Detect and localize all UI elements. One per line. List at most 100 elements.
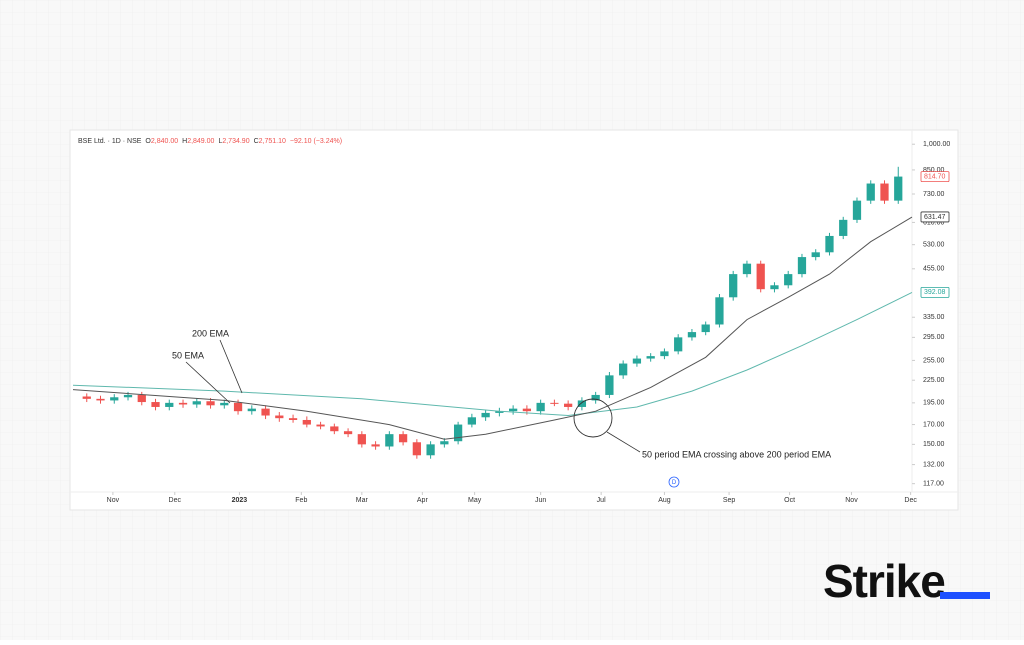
x-tick-label: Dec	[904, 497, 917, 504]
candle-body	[742, 263, 752, 275]
price-tag-label: 392.08	[924, 289, 946, 296]
candle-body	[453, 424, 463, 442]
y-tick-label: 1,000.00	[923, 141, 950, 148]
y-tick-label: 132.00	[923, 461, 945, 468]
candle-body	[192, 401, 201, 405]
candle-body	[302, 419, 311, 425]
x-tick-label: Jul	[597, 497, 606, 504]
y-tick-label: 255.00	[923, 357, 945, 364]
y-tick-label: 730.00	[923, 191, 945, 198]
candle-body	[632, 358, 642, 364]
candle-body	[522, 408, 532, 412]
candle-body	[839, 219, 848, 236]
header-value: 2,840.00	[151, 138, 178, 145]
y-tick-label: 117.00	[923, 481, 944, 488]
candle-body	[550, 402, 559, 404]
candle-body	[96, 398, 105, 401]
candle-body	[495, 411, 504, 413]
x-tick-label: Feb	[295, 497, 307, 504]
ema200-arrow	[219, 339, 243, 394]
header-key: O	[145, 138, 151, 145]
candle-body	[701, 324, 710, 333]
y-tick-label: 225.00	[923, 377, 945, 384]
crossing-arrow	[606, 431, 641, 453]
ema50-arrow	[185, 361, 231, 404]
header-key: L	[218, 138, 222, 145]
candle-body	[357, 434, 366, 445]
candle-body	[82, 396, 91, 399]
price-tag	[920, 211, 950, 223]
candle-body	[481, 412, 490, 418]
candle-body	[398, 434, 408, 443]
candle-body	[151, 402, 160, 407]
y-tick-label: 195.00	[923, 400, 945, 407]
header-symbol: BSE Ltd. · 1D · NSE	[78, 138, 142, 145]
plot: 1,000.00 850.00 730.00 610.00 530.00 455.00 33…	[72, 141, 950, 504]
candle-body	[233, 402, 243, 412]
candle-body	[123, 394, 133, 398]
candle-body	[440, 441, 449, 445]
candle-body	[247, 408, 256, 412]
candle-body	[261, 408, 270, 416]
crossing-circle	[573, 398, 613, 438]
price-tag-label: 814.70	[924, 173, 946, 180]
candle-body	[509, 408, 518, 412]
candle-body	[866, 183, 875, 201]
header-value: 2,734.90	[222, 138, 249, 145]
price-tag-label: 631.47	[924, 214, 946, 221]
candle-body	[536, 402, 545, 412]
badge	[668, 476, 680, 488]
ema200-annotation: 200 EMA	[192, 328, 229, 338]
header-change: −92.10 (−3.24%)	[290, 138, 342, 145]
y-tick-label: 610.00	[923, 219, 945, 226]
candle-body	[715, 297, 724, 325]
price-tag	[920, 171, 950, 183]
x-tick-label: Mar	[356, 497, 369, 504]
header-value: 2,751.10	[259, 138, 286, 145]
candle-body	[385, 434, 394, 447]
y-tick-label: 850.00	[923, 167, 945, 174]
candle-body	[110, 397, 119, 401]
x-tick-label: Apr	[417, 497, 429, 504]
y-tick-label: 150.00	[923, 441, 945, 448]
x-tick-label: 2023	[232, 497, 248, 504]
ema-line	[72, 216, 913, 440]
candle-body	[852, 200, 862, 220]
candle-body	[288, 418, 298, 420]
candle-body	[165, 402, 174, 407]
candle-body	[275, 415, 284, 419]
candle-body	[137, 394, 146, 403]
crossing-annotation: 50 period EMA crossing above 200 period …	[642, 449, 831, 459]
ema-line	[72, 291, 913, 417]
candle-body	[591, 394, 600, 401]
y-tick-label: 170.00	[923, 421, 945, 428]
candle-body	[825, 235, 834, 253]
x-tick-label: Dec	[169, 497, 182, 504]
candle-body	[220, 402, 229, 406]
x-tick-label: Nov	[107, 497, 120, 504]
candle-body	[316, 424, 325, 427]
candle-body	[564, 403, 573, 407]
candle-body	[330, 426, 339, 432]
candle-body	[811, 252, 820, 258]
y-tick-label: 530.00	[923, 242, 945, 249]
candle-body	[880, 183, 889, 201]
candle-body	[206, 401, 215, 406]
header-key: H	[182, 138, 187, 145]
candle-body	[660, 351, 669, 357]
candle-body	[756, 263, 765, 290]
candle-body	[467, 417, 476, 425]
y-tick-label: 295.00	[923, 334, 945, 341]
candle-body	[729, 274, 738, 298]
x-tick-label: Nov	[845, 497, 858, 504]
badge-label: D	[672, 480, 677, 486]
ema50-annotation: 50 EMA	[172, 350, 204, 360]
x-tick-label: Jun	[535, 497, 546, 504]
candle-body	[894, 176, 903, 201]
header-key: C	[254, 138, 259, 145]
logo: Strike	[823, 555, 945, 607]
candle-body	[412, 442, 421, 456]
candle-body	[797, 257, 807, 275]
candle-body	[343, 431, 353, 435]
